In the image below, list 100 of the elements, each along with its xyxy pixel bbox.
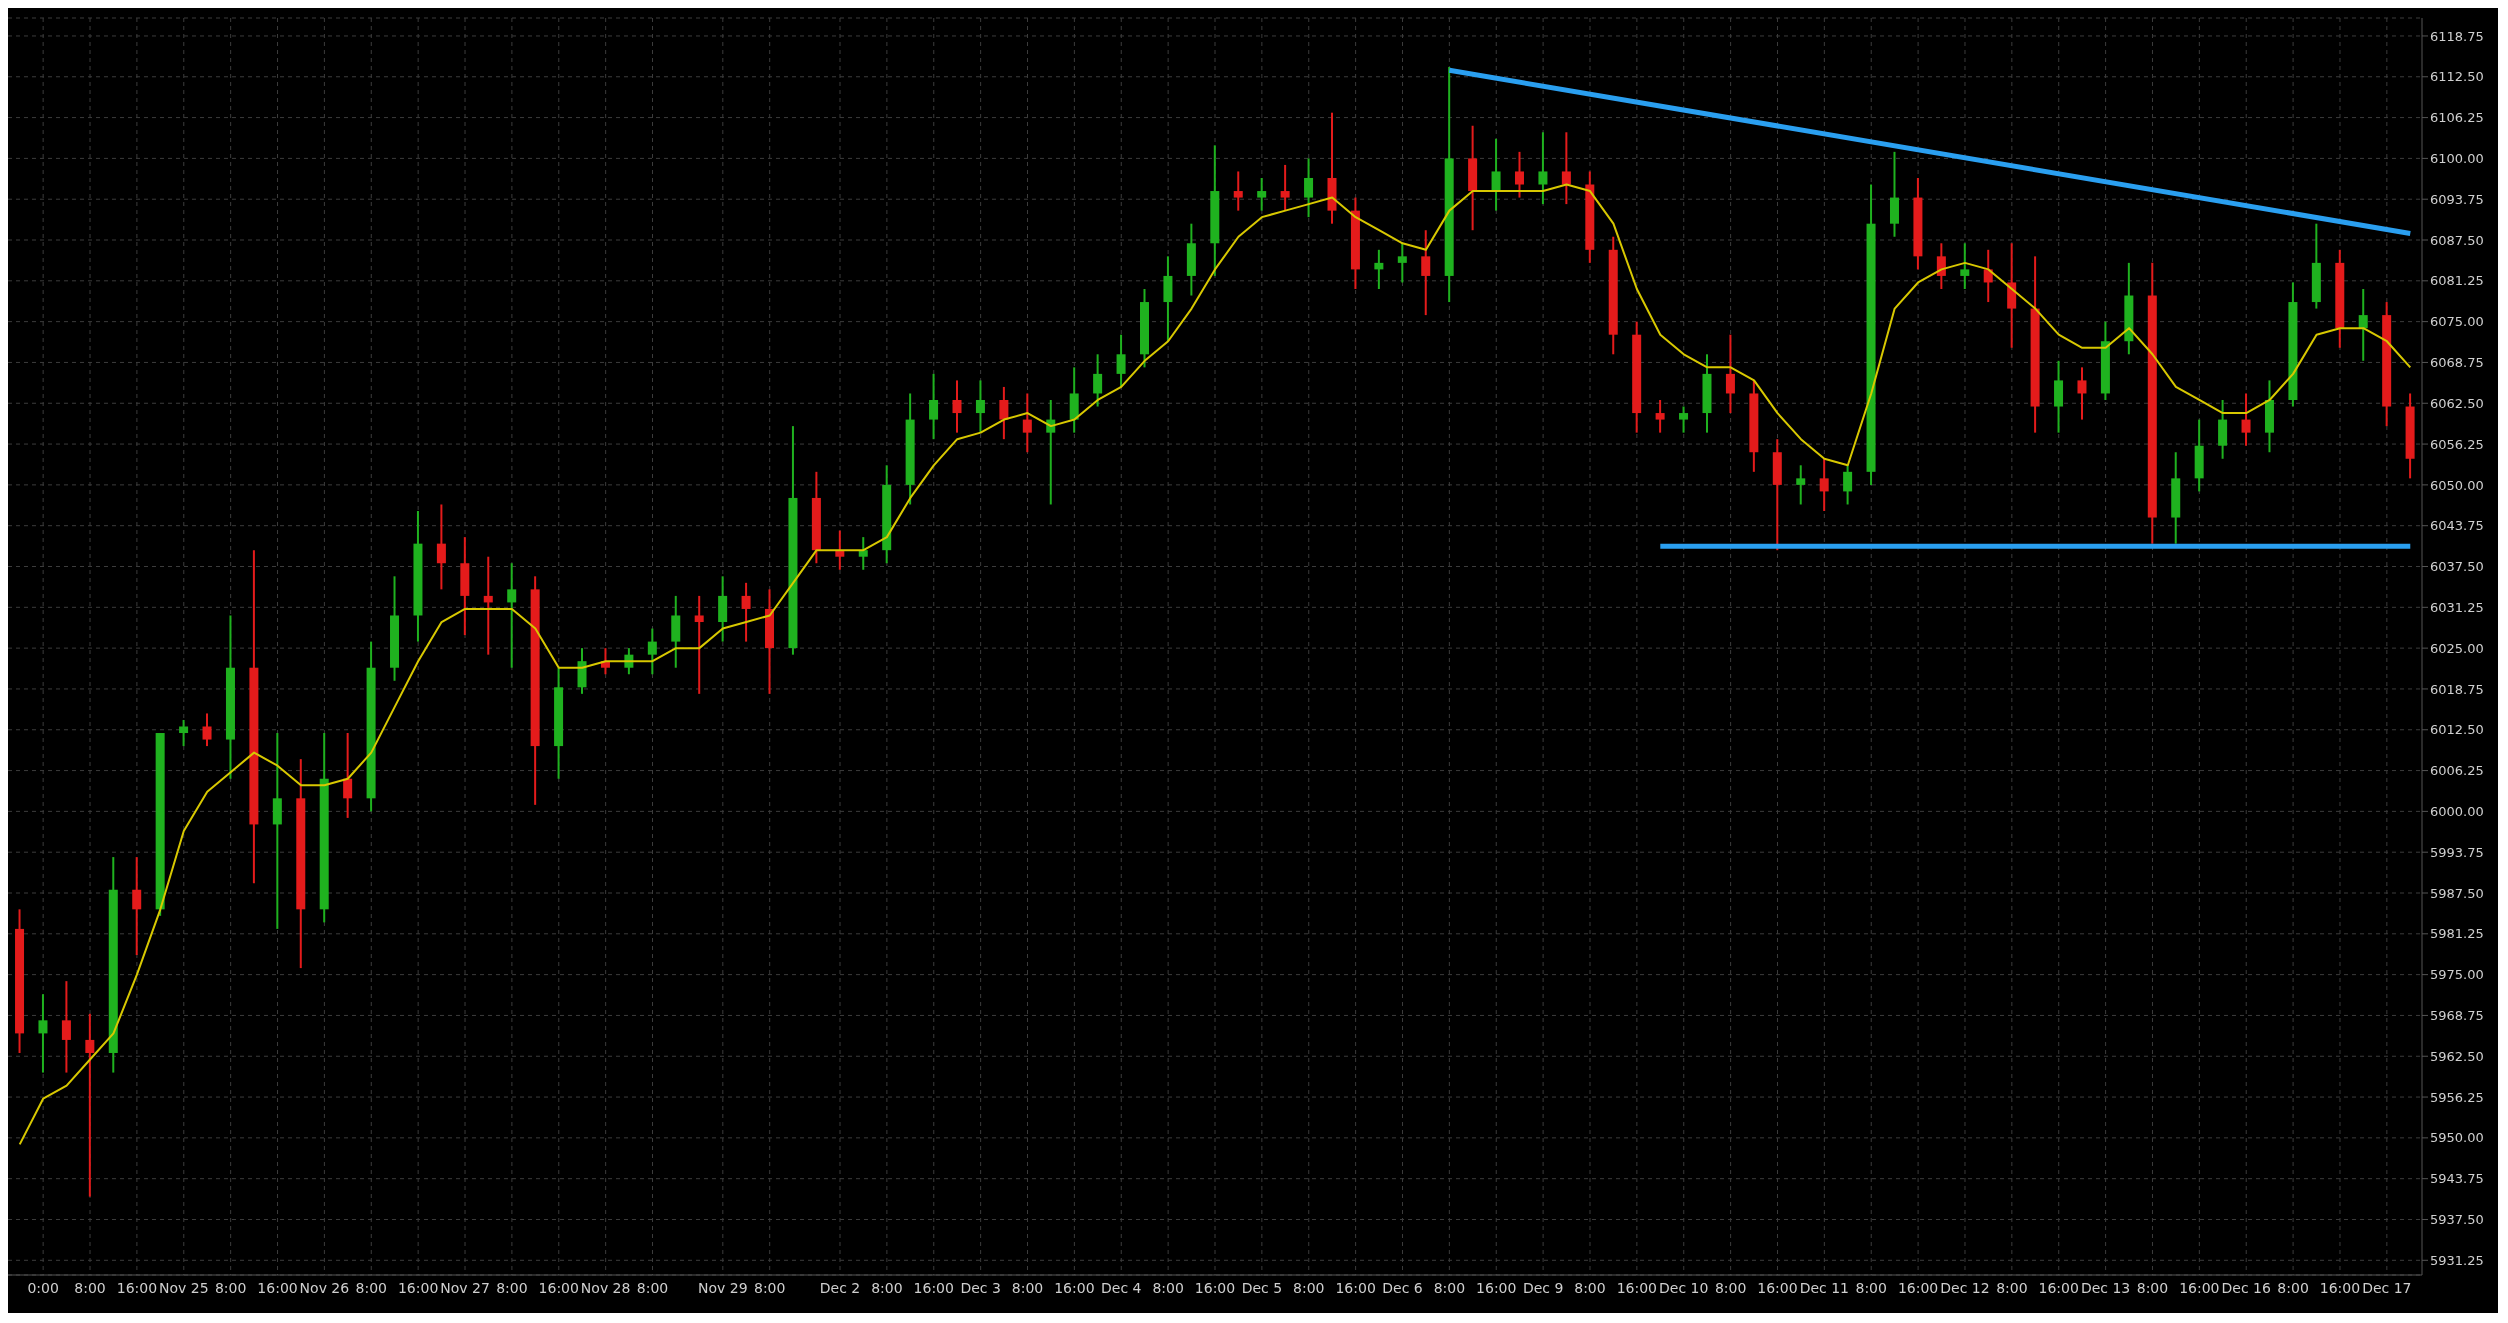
candlestick bbox=[1397, 242, 1407, 284]
x-tick-label: 0:00 bbox=[27, 1279, 59, 1296]
y-tick-label: 5937.50 bbox=[2430, 1212, 2484, 1228]
y-tick-label: 6056.25 bbox=[2430, 436, 2484, 452]
y-tick-label: 6025.00 bbox=[2430, 640, 2484, 656]
candlestick bbox=[1843, 464, 1853, 506]
x-tick-label: Dec 5 bbox=[1241, 1279, 1283, 1296]
y-tick-label: 6118.75 bbox=[2430, 28, 2484, 44]
x-tick-label: 8:00 bbox=[753, 1279, 786, 1296]
candlestick bbox=[2358, 287, 2368, 362]
y-tick-label: 6075.00 bbox=[2430, 314, 2484, 330]
candlestick bbox=[38, 993, 48, 1074]
candlestick bbox=[436, 503, 446, 591]
candlestick bbox=[2077, 366, 2087, 421]
x-tick-label: Nov 26 bbox=[299, 1279, 350, 1296]
y-tick-label: 6037.50 bbox=[2430, 559, 2484, 575]
x-tick-label: 8:00 bbox=[2277, 1279, 2309, 1296]
x-tick-label: 8:00 bbox=[1433, 1279, 1466, 1296]
y-tick-label: 5981.25 bbox=[2430, 926, 2484, 942]
candlestick bbox=[1679, 405, 1689, 434]
candlestick bbox=[1819, 457, 1829, 513]
candlestick bbox=[1116, 333, 1126, 388]
y-tick-label: 5956.25 bbox=[2430, 1089, 2484, 1105]
candlestick bbox=[1304, 157, 1314, 219]
candlestick bbox=[1561, 131, 1571, 206]
candlestick bbox=[1796, 464, 1806, 506]
y-tick-label: 6106.25 bbox=[2430, 110, 2484, 126]
candlestick bbox=[999, 385, 1009, 441]
x-tick-label: 16:00 bbox=[257, 1279, 298, 1296]
candlestick bbox=[1257, 176, 1267, 212]
x-tick-label: 16:00 bbox=[2319, 1279, 2361, 1296]
x-tick-label: 16:00 bbox=[2179, 1279, 2220, 1296]
x-tick-label: Dec 11 bbox=[1799, 1279, 1850, 1296]
x-tick-label: 16:00 bbox=[1476, 1279, 1517, 1296]
candlestick bbox=[647, 627, 657, 676]
x-tick-label: 8:00 bbox=[1996, 1279, 2028, 1296]
candlestick bbox=[2241, 392, 2251, 447]
x-tick-label: Nov 29 bbox=[698, 1279, 748, 1296]
candlestick bbox=[179, 718, 189, 748]
y-tick-label: 6018.75 bbox=[2430, 681, 2484, 697]
candlestick bbox=[1233, 170, 1243, 212]
candlestick bbox=[1655, 399, 1665, 434]
y-tick-label: 6000.00 bbox=[2430, 803, 2484, 819]
candlestick bbox=[507, 562, 517, 669]
y-tick-label: 5993.75 bbox=[2430, 844, 2484, 860]
x-tick-label: Nov 25 bbox=[158, 1279, 209, 1296]
x-tick-label: 8:00 bbox=[496, 1279, 528, 1296]
y-tick-label: 6100.00 bbox=[2430, 151, 2484, 167]
x-tick-label: 16:00 bbox=[1757, 1279, 1798, 1296]
x-tick-label: Dec 13 bbox=[2080, 1279, 2131, 1296]
candlestick bbox=[835, 529, 845, 571]
y-tick-label: 5950.00 bbox=[2430, 1130, 2484, 1146]
candlestick bbox=[61, 980, 71, 1074]
candlestick bbox=[1093, 353, 1103, 408]
candlestick bbox=[85, 1012, 95, 1198]
y-tick-label: 5968.75 bbox=[2430, 1008, 2484, 1024]
x-tick-label: 16:00 bbox=[1335, 1279, 1376, 1296]
x-tick-label: 16:00 bbox=[116, 1279, 158, 1296]
candlestick bbox=[952, 379, 962, 434]
y-tick-label: 5962.50 bbox=[2430, 1048, 2484, 1064]
candlestick bbox=[1374, 248, 1384, 290]
candlestick bbox=[1936, 242, 1946, 290]
y-tick-label: 6087.50 bbox=[2430, 232, 2484, 248]
x-tick-label: Dec 9 bbox=[1522, 1279, 1564, 1296]
candlestick bbox=[929, 372, 939, 441]
candlestick bbox=[1491, 137, 1501, 212]
y-tick-label: 6093.75 bbox=[2430, 191, 2484, 207]
candlestick bbox=[858, 536, 868, 571]
x-tick-label: Dec 2 bbox=[819, 1279, 861, 1296]
x-tick-label: 8:00 bbox=[1714, 1279, 1747, 1296]
x-tick-label: Nov 28 bbox=[580, 1279, 631, 1296]
x-tick-label: Dec 6 bbox=[1382, 1279, 1423, 1296]
x-tick-label: Dec 4 bbox=[1101, 1279, 1142, 1296]
x-tick-label: 16:00 bbox=[913, 1279, 954, 1296]
x-tick-label: 8:00 bbox=[1152, 1279, 1184, 1296]
y-tick-label: 6050.00 bbox=[2430, 477, 2484, 493]
candlestick bbox=[132, 856, 142, 957]
x-tick-label: 8:00 bbox=[1011, 1279, 1044, 1296]
x-tick-label: 8:00 bbox=[355, 1279, 387, 1296]
y-tick-label: 5987.50 bbox=[2430, 885, 2484, 901]
x-tick-label: 16:00 bbox=[1616, 1279, 1658, 1296]
candlestick bbox=[694, 594, 704, 695]
x-tick-label: 8:00 bbox=[74, 1279, 106, 1296]
x-tick-label: Dec 3 bbox=[960, 1279, 1001, 1296]
y-tick-label: 5975.00 bbox=[2430, 967, 2484, 983]
x-tick-label: Dec 16 bbox=[2221, 1279, 2271, 1296]
x-tick-label: 16:00 bbox=[1897, 1279, 1939, 1296]
y-tick-label: 6068.75 bbox=[2430, 355, 2484, 371]
x-tick-label: Dec 12 bbox=[1940, 1279, 1990, 1296]
candlestick bbox=[1725, 333, 1735, 415]
x-tick-label: 16:00 bbox=[397, 1279, 439, 1296]
y-tick-label: 6006.25 bbox=[2430, 763, 2484, 779]
y-tick-label: 5943.75 bbox=[2430, 1171, 2484, 1187]
y-tick-label: 5931.25 bbox=[2430, 1252, 2484, 1268]
x-tick-label: 8:00 bbox=[1574, 1279, 1606, 1296]
x-tick-label: Dec 17 bbox=[2362, 1279, 2412, 1296]
candlestick bbox=[1960, 242, 1970, 290]
y-tick-label: 6043.75 bbox=[2430, 518, 2484, 534]
x-tick-label: 8:00 bbox=[1855, 1279, 1887, 1296]
candlestick bbox=[1514, 150, 1524, 199]
